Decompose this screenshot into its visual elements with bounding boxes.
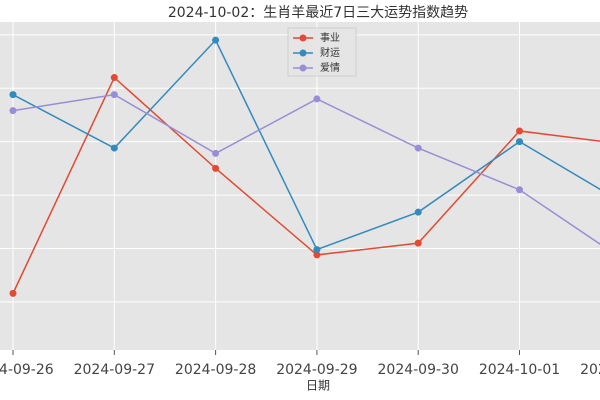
x-tick-label: 2024-09-27 bbox=[74, 362, 155, 378]
x-tick-label: 2024-09-29 bbox=[276, 362, 357, 378]
x-tick-label: 2024-10-02 bbox=[580, 362, 600, 378]
data-point bbox=[313, 251, 321, 259]
data-point bbox=[414, 144, 422, 152]
x-tick-label: 2024-09-26 bbox=[0, 362, 54, 378]
data-point bbox=[414, 239, 422, 247]
x-axis-label: 日期 bbox=[306, 379, 330, 393]
data-point bbox=[313, 95, 321, 103]
data-point bbox=[9, 91, 17, 99]
legend-marker bbox=[299, 64, 307, 72]
data-point bbox=[516, 127, 523, 135]
data-point bbox=[110, 74, 118, 82]
data-point bbox=[212, 149, 220, 157]
legend-label: 财运 bbox=[320, 46, 340, 59]
x-ticks: 2024-09-26 2024-09-27 2024-09-28 2024-09-29… bbox=[0, 350, 600, 378]
plot-area bbox=[0, 22, 600, 350]
data-point bbox=[313, 246, 321, 254]
data-point bbox=[212, 36, 220, 44]
legend-marker bbox=[299, 49, 307, 57]
x-tick-label: 2024-09-30 bbox=[378, 362, 459, 378]
data-point bbox=[9, 107, 17, 115]
data-point bbox=[110, 91, 118, 99]
legend-label: 爱情 bbox=[320, 61, 340, 74]
data-point bbox=[516, 138, 523, 146]
legend-marker bbox=[299, 34, 307, 42]
data-point bbox=[212, 164, 220, 172]
chart-title: 2024-10-02：生肖羊最近7日三大运势指数趋势 bbox=[168, 5, 468, 21]
x-tick-label: 2024-10-01 bbox=[479, 362, 560, 378]
legend-label: 事业 bbox=[320, 31, 340, 44]
x-tick-label: 2024-09-28 bbox=[175, 362, 256, 378]
data-point bbox=[516, 186, 523, 194]
data-point bbox=[9, 289, 17, 297]
lines bbox=[9, 36, 600, 297]
data-point bbox=[414, 208, 422, 216]
data-point bbox=[110, 144, 118, 152]
